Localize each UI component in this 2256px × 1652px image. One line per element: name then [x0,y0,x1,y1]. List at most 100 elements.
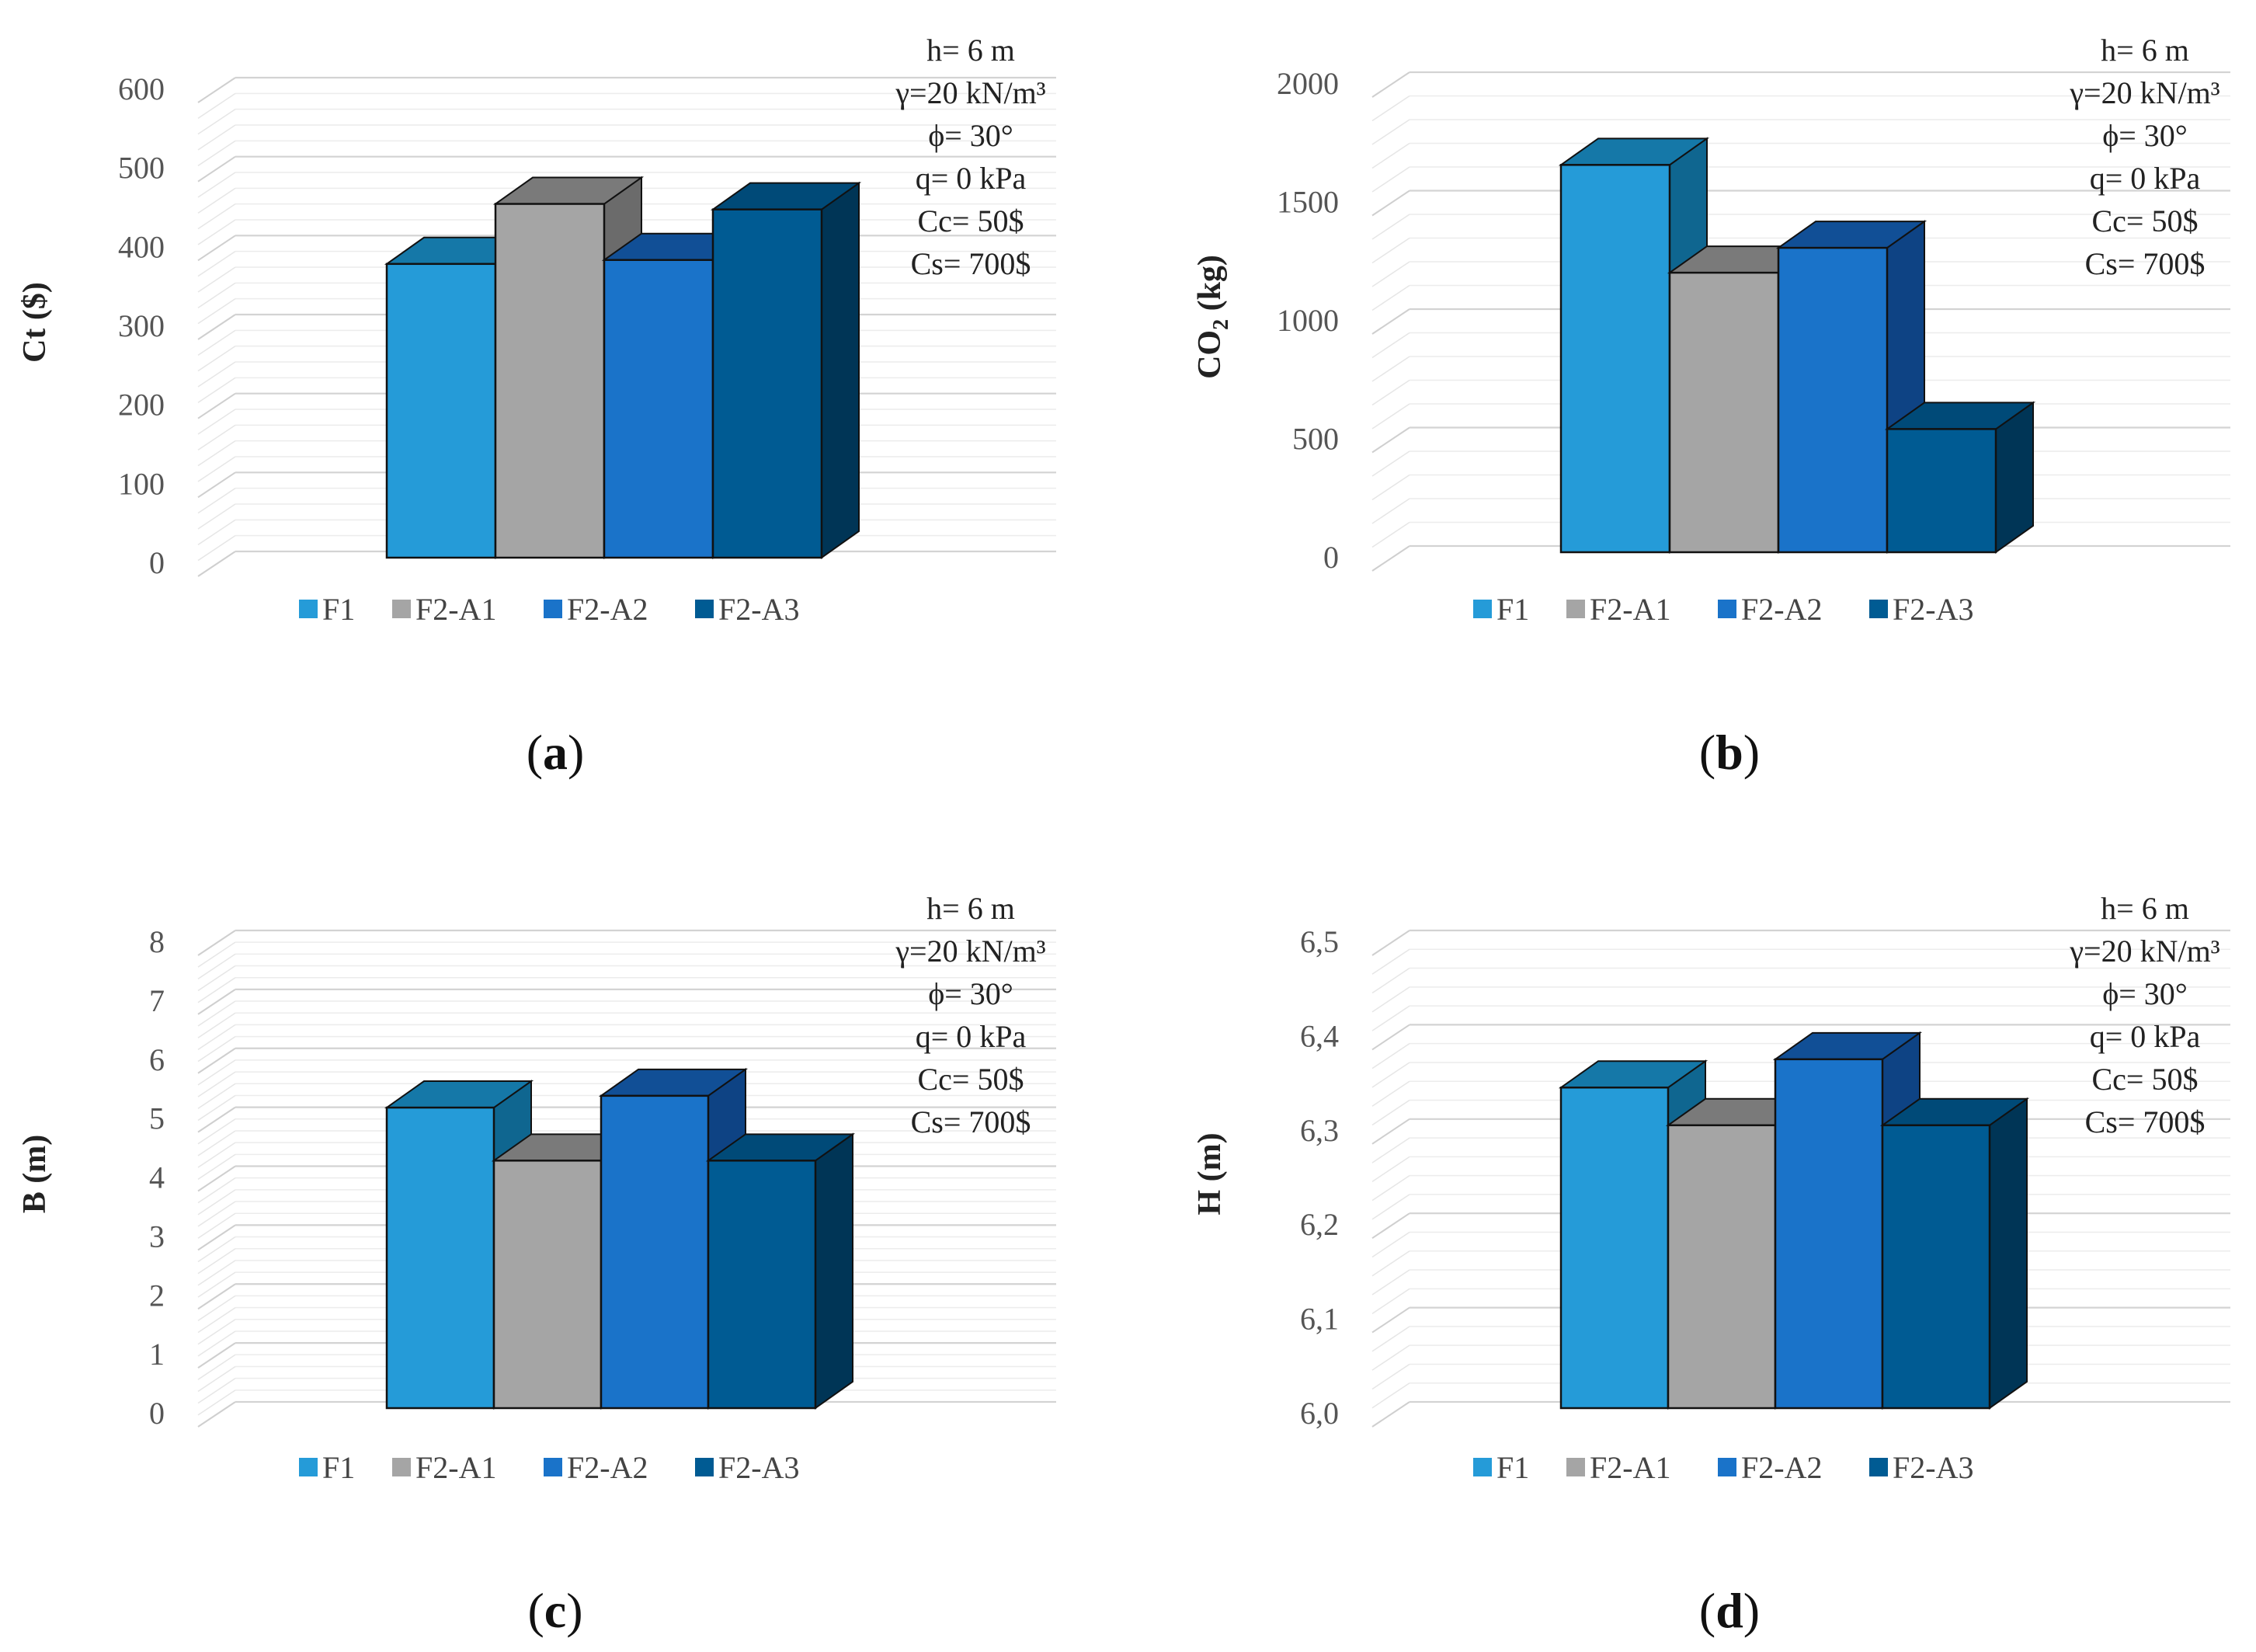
panel-label: (a) [527,725,585,780]
parameter-annotation: γ=20 kN/m³ [895,75,1045,110]
parameter-annotation: h= 6 m [2101,891,2189,926]
gridline-depth [197,989,236,1015]
gridline-depth [197,1401,236,1428]
gridline-depth [1371,190,1410,217]
chart-panel-a: 0 100 200 300 400 500 600 Ct ($) h= 6 m γ=20 kN/m… [17,33,1056,780]
gridline-depth [1371,474,1410,501]
legend-swatch [544,1458,562,1476]
gridline-depth [197,1354,236,1380]
parameter-annotation: h= 6 m [2101,33,2189,68]
gridline-depth [1371,450,1410,477]
gridline-depth [1371,119,1410,145]
bar-front-face [1668,271,1780,554]
y-tick-label: 6,0 [1300,1396,1339,1431]
parameter-annotation: h= 6 m [926,33,1015,68]
legend-label: F1 [322,592,355,627]
gridline-depth [197,1130,236,1156]
gridline-depth [197,1106,236,1133]
parameter-annotation: γ=20 kN/m³ [2069,934,2220,969]
panel-label-paren: ( [527,1583,544,1638]
y-tick-label: 6,2 [1300,1207,1339,1242]
parameter-annotation: q= 0 kPa [2090,1019,2201,1054]
gridline-depth [1371,1382,1410,1409]
y-axis-title-part: (kg) [1192,255,1228,319]
gridline-depth [197,1165,236,1192]
gridline-depth [1371,166,1410,193]
gridline-depth [1371,1401,1410,1428]
gridline-depth [197,424,236,450]
legend-label: F2-A3 [718,1450,799,1485]
gridline-depth [1371,1288,1410,1314]
gridline-depth [197,1365,236,1393]
y-axis-title: B (m) [17,1135,53,1213]
gridline-depth [197,1378,236,1404]
gridline-depth [1371,1363,1410,1390]
legend-item-f1: F1 [299,592,355,627]
legend-label: F2-A2 [1741,1450,1822,1485]
y-tick-label: 5 [149,1101,165,1136]
parameter-annotation: h= 6 m [926,891,1015,926]
gridline-depth [197,1012,236,1038]
panel-label: (c) [527,1583,582,1638]
gridline-depth [197,1260,236,1286]
gridline-depth [197,1035,236,1062]
y-tick-label: 100 [118,466,165,501]
legend-swatch [1566,1458,1585,1476]
gridline-depth [197,251,236,277]
parameter-annotation: q= 0 kPa [916,161,1027,196]
gridline-depth [197,503,236,530]
bar-front-face [494,203,606,559]
legend-item-f2-a2: F2-A2 [1718,1450,1822,1485]
parameter-annotation: Cs= 700$ [911,1104,1031,1139]
legend-swatch [544,600,562,618]
gridline-depth [1371,521,1410,548]
panel-label-letter: c [544,1583,566,1638]
legend-item-f2-a1: F2-A1 [1566,1450,1670,1485]
bar-f2-a3 [1884,401,2036,554]
bar-front-face [603,259,714,559]
y-tick-label: 8 [149,924,165,959]
y-tick-label: 600 [118,71,165,106]
parameter-annotation: Cc= 50$ [2092,1062,2199,1097]
legend-item-f2-a3: F2-A3 [1869,1450,1973,1485]
gridline-depth [197,361,236,388]
y-axis-title-part: CO [1192,330,1228,379]
bar-front-face [707,1160,817,1410]
bar-front-face [1559,1086,1670,1410]
panel-label-paren: ) [1743,1583,1760,1638]
gridline-depth [197,1330,236,1357]
gridline-depth [197,930,236,956]
gridline-depth [1371,1269,1410,1296]
legend-swatch [1869,1458,1888,1476]
gridline-depth [1371,379,1410,406]
legend-swatch [392,1458,411,1476]
gridline-depth [1371,930,1410,956]
gridline-depth [197,1094,236,1122]
gridline-depth [1371,1137,1410,1163]
gridline-depth [1371,214,1410,240]
y-tick-label: 7 [149,983,165,1018]
y-tick-label: 6,3 [1300,1113,1339,1148]
panel-label-letter: a [543,725,568,780]
gridline-depth [1371,1175,1410,1202]
gridline-depth [197,535,236,562]
bar-front-face [1559,164,1671,554]
y-tick-label: 400 [118,229,165,264]
y-tick-label: 3 [149,1219,165,1254]
legend-swatch [1473,600,1492,618]
gridline-depth [197,109,236,135]
gridline-depth [1371,986,1410,1013]
legend-swatch [695,600,714,618]
y-axis-title-subscript: 2 [1209,319,1233,330]
y-axis-title: CO2 (kg) [1192,255,1233,379]
gridline-depth [197,551,236,577]
legend-swatch [1718,1458,1736,1476]
legend-swatch [1718,600,1736,618]
y-axis-title: Ct ($) [17,282,53,363]
gridline-depth [1371,948,1410,975]
bar-front-face [600,1094,710,1410]
parameter-annotation: Cs= 700$ [911,246,1031,281]
legend-item-f2-a3: F2-A3 [695,592,799,627]
legend-item-f2-a3: F2-A3 [1869,592,1973,627]
gridline-depth [1371,403,1410,430]
